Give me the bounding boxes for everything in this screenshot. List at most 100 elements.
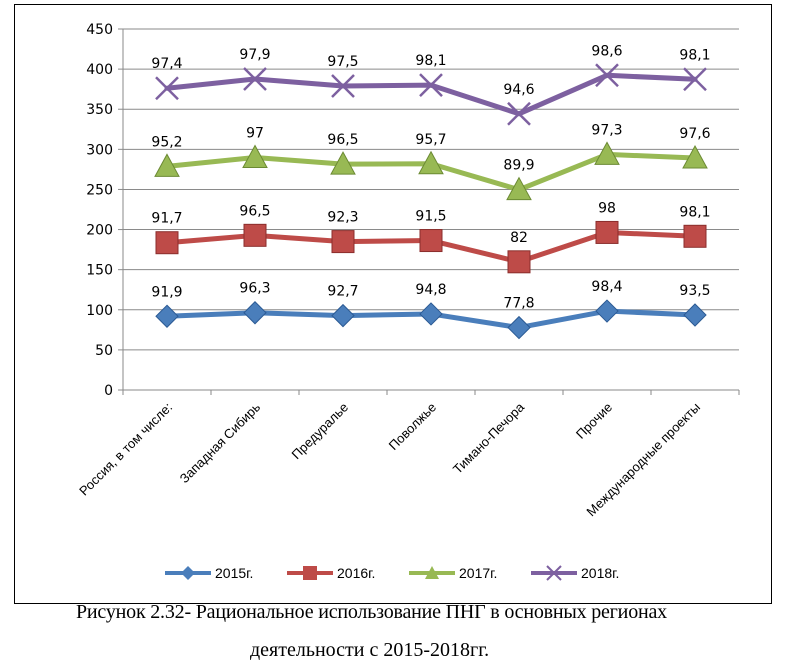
data-label: 97 — [246, 126, 264, 142]
legend-label: 2017г. — [459, 565, 497, 581]
x-tick-label: Западная Сибирь — [177, 399, 264, 486]
triangle-marker — [418, 150, 444, 175]
x-marker — [419, 73, 443, 97]
legend-label: 2018г. — [581, 565, 619, 581]
x-marker — [683, 67, 707, 92]
legend-label: 2015г. — [215, 565, 253, 581]
series-2017г. — [154, 141, 708, 201]
y-tick-label: 50 — [95, 343, 113, 359]
y-tick-label: 150 — [86, 263, 113, 279]
data-label: 95,7 — [415, 132, 446, 148]
data-label: 92,3 — [327, 210, 358, 226]
chart-frame: 0 50 100 150 200 250 300 350 400 450 Россия, в том… — [14, 4, 772, 604]
data-label: 93,5 — [679, 283, 710, 299]
x-tick-label: Прочие — [573, 400, 615, 442]
data-label: 94,6 — [503, 82, 534, 98]
triangle-marker — [506, 176, 532, 201]
diamond-marker — [595, 299, 619, 323]
data-label: 97,6 — [679, 126, 710, 142]
y-tick-label: 300 — [86, 142, 113, 158]
x-tick-label: Россия, в том числе: — [76, 400, 175, 499]
x-marker — [331, 74, 355, 98]
data-label: 91,7 — [151, 211, 182, 227]
legend-marker — [303, 566, 317, 580]
square-icon — [303, 566, 317, 580]
data-label: 97,9 — [239, 47, 270, 63]
square-marker — [331, 230, 355, 254]
diamond-marker — [507, 315, 531, 340]
x-marker — [243, 67, 267, 91]
x-icon — [546, 565, 562, 581]
square-marker — [419, 229, 443, 253]
data-label: 98,1 — [415, 53, 446, 69]
data-label: 98 — [598, 200, 616, 216]
data-label: 98,1 — [679, 204, 710, 220]
data-label: 96,5 — [327, 132, 358, 148]
legend-marker — [546, 565, 562, 581]
caption-line-2: деятельности с 2015-2018гг. — [250, 639, 490, 661]
data-label: 82 — [510, 230, 528, 246]
y-tick-label: 250 — [86, 182, 113, 198]
data-label: 97,5 — [327, 54, 358, 70]
triangle-marker — [154, 153, 180, 177]
series-2016г. — [155, 220, 707, 274]
data-label: 98,1 — [679, 47, 710, 63]
caption-line-1: Рисунок 2.32- Рациональное использование… — [76, 601, 667, 623]
diamond-marker — [683, 303, 707, 327]
diamond-marker — [155, 304, 179, 328]
triangle-marker — [594, 141, 620, 165]
square-marker — [595, 220, 619, 244]
gridlines — [123, 28, 739, 351]
data-label: 96,3 — [239, 281, 270, 297]
legend: 2015г. 2016г. 2017г. 2018г. — [165, 565, 619, 581]
data-label: 98,4 — [591, 279, 622, 295]
triangle-marker — [242, 144, 268, 169]
data-label: 97,4 — [151, 56, 182, 72]
data-label: 92,7 — [327, 284, 358, 300]
data-label: 77,8 — [503, 296, 534, 312]
x-tick-label: Тимано-Печора — [450, 399, 528, 477]
diamond-marker — [331, 303, 355, 328]
data-label: 95,2 — [151, 134, 182, 150]
legend-item: 2015г. — [165, 565, 253, 581]
square-marker — [155, 231, 179, 255]
triangle-marker — [682, 144, 708, 169]
square-marker — [507, 250, 531, 274]
triangle-icon — [425, 566, 439, 579]
data-label: 96,5 — [239, 203, 270, 219]
series-group — [154, 63, 708, 340]
series-line — [164, 72, 698, 117]
square-marker — [243, 223, 267, 247]
square-marker — [683, 224, 707, 248]
diamond-marker — [243, 301, 267, 325]
y-tick-label: 200 — [86, 223, 113, 239]
data-label: 94,8 — [415, 282, 446, 298]
data-label: 98,6 — [591, 43, 622, 59]
data-labels: 91,9 96,3 92,7 94,8 77,8 98,4 93,5 91,7 96,5 92,3… — [151, 43, 710, 311]
triangle-marker — [330, 151, 356, 175]
y-tick-label: 450 — [86, 22, 113, 38]
diamond-icon — [181, 566, 195, 580]
data-label: 97,3 — [591, 122, 622, 138]
legend-label: 2016г. — [337, 565, 375, 581]
legend-item: 2018г. — [531, 565, 619, 581]
x-tick-label: Предуралье — [289, 400, 352, 463]
x-tick-label: Поволжье — [386, 400, 439, 453]
y-tick-label: 400 — [86, 62, 113, 78]
y-tick-label: 350 — [86, 102, 113, 118]
x-marker — [155, 76, 179, 101]
y-tick-label: 0 — [104, 383, 113, 399]
series-2015г. — [155, 299, 707, 340]
y-tick-label: 100 — [86, 303, 113, 319]
legend-marker — [425, 566, 439, 579]
line-chart: 0 50 100 150 200 250 300 350 400 450 Россия, в том… — [76, 22, 740, 581]
x-marker — [595, 63, 619, 88]
legend-item: 2016г. — [287, 565, 375, 581]
x-marker — [507, 101, 531, 126]
data-label: 89,9 — [503, 158, 534, 174]
data-label: 91,5 — [415, 209, 446, 225]
legend-item: 2017г. — [409, 565, 497, 581]
legend-marker — [181, 566, 195, 580]
diamond-marker — [419, 302, 443, 326]
series-2018г. — [155, 63, 707, 126]
